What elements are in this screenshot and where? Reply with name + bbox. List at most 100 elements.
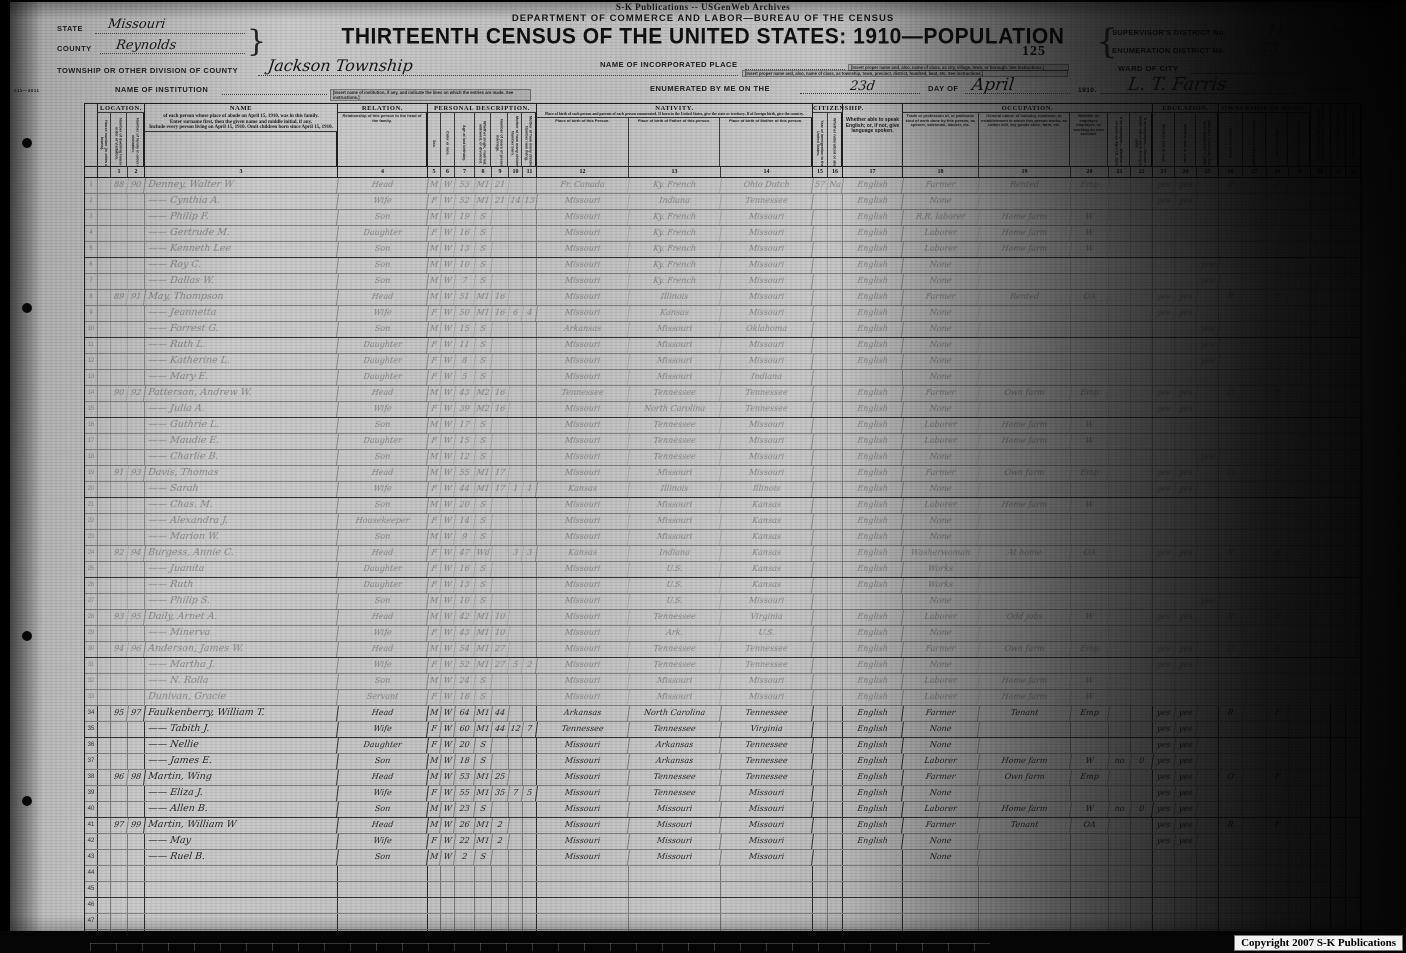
cell-r16-ind: Home farm: [978, 418, 1072, 433]
cell-r4-trade: Laborer: [902, 226, 980, 241]
cell-r24-free: [1243, 546, 1267, 561]
cell-r2-ind: [979, 194, 1071, 209]
cell-r33-empl: W: [1070, 690, 1110, 705]
cell-r32-deaf: [1346, 674, 1361, 689]
cell-r2-fam: [128, 194, 145, 209]
cell-r24-dw: 92: [110, 546, 129, 561]
cell-r17-nat: [828, 434, 843, 449]
cell-r35-street: [98, 722, 111, 737]
cell-r29-own: [1219, 626, 1243, 641]
cell-r44-mar: [475, 866, 492, 881]
cell-r45-yrs: [492, 882, 509, 897]
cell-r16-pm: Missouri: [720, 418, 814, 433]
cell-r10-yrs: [492, 322, 509, 337]
cell-r44-own: [1219, 866, 1243, 881]
cell-r1-blind: [1331, 178, 1346, 193]
header-group-relation-: RELATION. Relationship of this person to …: [338, 104, 428, 166]
cell-r11-pf: Missouri: [628, 338, 722, 353]
cell-r2-vet: [1311, 194, 1331, 209]
cell-r6-empl: [1071, 258, 1109, 273]
cell-r26-wk: [1131, 578, 1153, 593]
cell-r36-yrs: [492, 738, 509, 753]
cell-r11-street: [98, 338, 111, 353]
cell-r36-fh: [1267, 738, 1289, 753]
cell-r4-deaf: [1346, 226, 1361, 241]
cell-r46-wk: [1131, 898, 1153, 913]
cell-r47-nat: [828, 914, 843, 929]
cell-r25-age: 16: [454, 562, 476, 577]
cell-r39-ind: [979, 786, 1071, 801]
cell-r43-write: [1175, 850, 1197, 865]
cell-r36-street: [98, 738, 111, 753]
cell-r5-nat: [828, 242, 843, 257]
cell-r46-cl: [523, 898, 537, 913]
cell-r37-fs: [1289, 754, 1311, 769]
cell-r25-ind: [979, 562, 1071, 577]
cell-r36-read: yes: [1152, 738, 1176, 753]
cell-r2-read: yes: [1152, 194, 1176, 209]
cell-r7-cl: [523, 274, 537, 289]
cell-r17-empl: W: [1070, 434, 1110, 449]
cell-r24-fs: [1289, 546, 1311, 561]
cell-r45-deaf: [1346, 882, 1361, 897]
cell-r10-wk: [1131, 322, 1153, 337]
cell-r17-blind: [1331, 434, 1346, 449]
cell-r35-ind: [979, 722, 1071, 737]
cell-r38-rel: Head: [337, 770, 429, 785]
cell-r22-fs: [1289, 514, 1311, 529]
cell-r32-vet: [1311, 674, 1331, 689]
cell-r15-vet: [1311, 402, 1331, 417]
cell-r9-nat: [828, 306, 843, 321]
cell-r45-pf: [629, 882, 721, 897]
cell-r15-pf: North Carolina: [628, 402, 722, 417]
cell-r37-dw: [111, 754, 128, 769]
col-number-cb: 10: [509, 167, 523, 177]
cell-r47-dw: [111, 914, 128, 929]
cell-r37-cb: [509, 754, 523, 769]
cell-r24-yrs: [492, 546, 509, 561]
cell-r21-wk: [1131, 498, 1153, 513]
cell-r14-ow: [1109, 386, 1131, 401]
cell-r21-ow: [1109, 498, 1131, 513]
cell-r23-trade: None: [902, 530, 980, 545]
cell-r35-name: —— Tabith J.: [144, 722, 339, 737]
cell-r44-name: [145, 866, 338, 881]
cell-r33-dw: [111, 690, 128, 705]
cell-r41-fam: 99: [127, 818, 146, 833]
col-number-yrs: 9: [492, 167, 509, 177]
cell-r10-sch: yes: [1196, 322, 1220, 337]
cell-r14-deaf: [1346, 386, 1361, 401]
cell-r13-ind: [979, 370, 1071, 385]
cell-r43-rel: Son: [337, 850, 429, 865]
col-number-pob: 12: [537, 167, 629, 177]
cell-r11-sch: yes: [1196, 338, 1220, 353]
cell-r11-yi: [813, 338, 828, 353]
cell-r32-nat: [828, 674, 843, 689]
cell-r6-fam: [128, 258, 145, 273]
cell-r17-age: 15: [454, 434, 476, 449]
cell-r1-cb: [509, 178, 523, 193]
cell-r37-mar: S: [474, 754, 493, 769]
cell-r6-line-number: 6: [85, 258, 98, 273]
cell-r22-pf: Missouri: [628, 514, 722, 529]
cell-r25-empl: [1071, 562, 1109, 577]
cell-r43-trade: None: [902, 850, 980, 865]
cell-r13-empl: [1071, 370, 1109, 385]
cell-r7-street: [98, 274, 111, 289]
cell-r43-read: [1153, 850, 1175, 865]
cell-r9-pm: Missouri: [720, 306, 814, 321]
cell-r47-age: [455, 914, 475, 929]
cell-r22-yi: [813, 514, 828, 529]
cell-r12-fh: [1267, 354, 1289, 369]
cell-r26-fs: [1289, 578, 1311, 593]
cell-r38-ow: [1109, 770, 1131, 785]
cell-r13-trade: None: [902, 370, 980, 385]
cell-r32-yi: [813, 674, 828, 689]
cell-r8-empl: OA: [1070, 290, 1110, 305]
table-row-12: 12 —— Katherine L. Daughter F W 8 S Missouri Mis…: [85, 354, 1361, 370]
col-header-ind: General nature of industry, business, or…: [979, 113, 1071, 166]
cell-r41-write: yes: [1174, 818, 1198, 833]
cell-r27-deaf: [1346, 594, 1361, 609]
cell-r19-age: 55: [454, 466, 476, 481]
cell-r30-empl: Emp: [1070, 642, 1110, 657]
